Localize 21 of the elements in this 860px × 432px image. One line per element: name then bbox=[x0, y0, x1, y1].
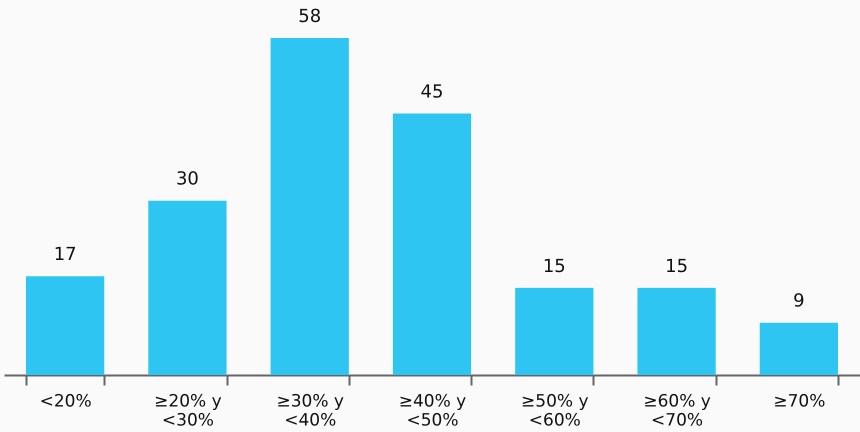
bar bbox=[392, 114, 472, 375]
data-label: 15 bbox=[542, 256, 566, 277]
data-label: 9 bbox=[793, 290, 805, 312]
bar bbox=[26, 276, 104, 375]
data-label: 15 bbox=[665, 256, 688, 277]
bar bbox=[515, 288, 594, 375]
data-label: 45 bbox=[420, 82, 444, 103]
x-tick-label: ≥50% y <60% bbox=[521, 392, 589, 430]
data-label: 58 bbox=[298, 6, 322, 27]
x-tick-label: <20% bbox=[40, 392, 92, 412]
x-tick-label: ≥60% y <70% bbox=[643, 392, 711, 430]
bar bbox=[148, 200, 227, 375]
x-tick-label: ≥40% y <50% bbox=[398, 392, 466, 430]
bar bbox=[637, 288, 716, 375]
data-label: 30 bbox=[176, 168, 199, 190]
x-tick-label: ≥70% bbox=[773, 392, 826, 412]
x-tick-label: ≥20% y <30% bbox=[154, 392, 222, 430]
data-label: 17 bbox=[54, 244, 77, 266]
bar bbox=[760, 322, 838, 375]
bar bbox=[270, 38, 349, 375]
x-tick-label: ≥30% y <40% bbox=[276, 392, 344, 430]
